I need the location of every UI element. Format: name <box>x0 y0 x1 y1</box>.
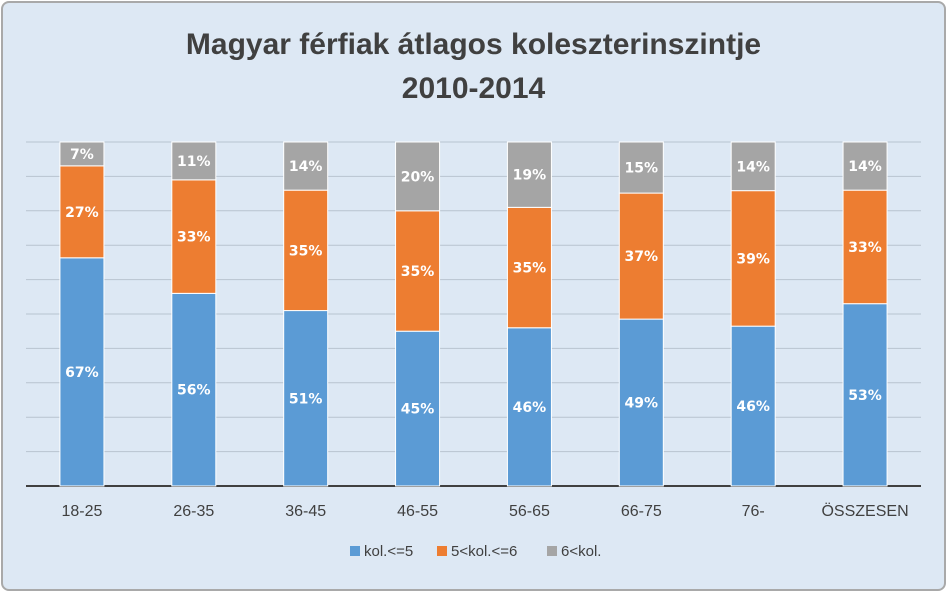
data-label: 14% <box>289 159 323 175</box>
data-label: 14% <box>736 159 770 175</box>
bar-segment <box>618 141 664 194</box>
data-label: 45% <box>401 402 435 418</box>
bar-segment <box>171 292 217 487</box>
x-tick-label: ÖSSZESEN <box>821 502 908 520</box>
bar-segment <box>59 141 105 167</box>
data-label: 20% <box>401 169 435 185</box>
data-label: 7% <box>70 147 94 163</box>
data-label: 19% <box>513 168 547 184</box>
data-label: 33% <box>177 230 211 246</box>
data-label: 27% <box>65 205 99 221</box>
legend-swatch <box>547 546 557 556</box>
data-label: 39% <box>736 251 770 267</box>
data-label: 46% <box>736 399 770 415</box>
bar-segment <box>730 141 776 192</box>
bar-segment <box>59 257 105 487</box>
bar-segment <box>171 179 217 294</box>
data-label: 67% <box>65 365 99 381</box>
legend-label: 5<kol.<=6 <box>451 543 517 560</box>
bar-segment <box>283 141 329 191</box>
data-label: 51% <box>289 391 323 407</box>
bar-segment <box>506 141 552 208</box>
x-tick-label: 46-55 <box>397 503 438 520</box>
x-tick-label: 26-35 <box>173 503 214 520</box>
bar-segment <box>842 141 888 191</box>
x-tick-label: 36-45 <box>285 503 326 520</box>
data-label: 33% <box>848 240 882 256</box>
data-label: 35% <box>289 243 323 259</box>
legend-swatch <box>350 546 360 556</box>
bar-segment <box>506 206 552 329</box>
data-label: 35% <box>513 261 547 277</box>
bar-segment <box>730 190 776 327</box>
bar-segment <box>59 165 105 259</box>
x-tick-label: 18-25 <box>61 503 102 520</box>
bar-segment <box>395 210 441 332</box>
bar-segment <box>283 189 329 312</box>
bar-segment <box>395 141 441 212</box>
bar-segment <box>618 318 664 487</box>
data-label: 56% <box>177 383 211 399</box>
legend-swatch <box>437 546 447 556</box>
data-label: 49% <box>625 396 659 412</box>
data-label: 46% <box>513 400 547 416</box>
data-label: 14% <box>848 159 882 175</box>
data-label: 11% <box>177 154 211 170</box>
data-label: 37% <box>625 249 659 265</box>
chart-subtitle: 2010-2014 <box>401 72 546 105</box>
legend-label: 6<kol. <box>561 543 601 560</box>
bar-segment <box>842 303 888 487</box>
legend-label: kol.<=5 <box>364 543 413 560</box>
chart-title: Magyar férfiak átlagos koleszterinszintj… <box>185 28 762 61</box>
bar-segment <box>730 325 776 487</box>
bar-segment <box>283 310 329 487</box>
x-tick-label: 56-65 <box>509 503 550 520</box>
x-tick-label: 76- <box>742 503 765 520</box>
data-label: 35% <box>401 264 435 280</box>
data-label: 53% <box>848 388 882 404</box>
bar-segment <box>506 327 552 487</box>
bar-segment <box>618 192 664 320</box>
data-label: 15% <box>625 161 659 177</box>
bar-segment <box>171 141 217 181</box>
bar-segment <box>395 330 441 487</box>
x-tick-label: 66-75 <box>621 503 662 520</box>
